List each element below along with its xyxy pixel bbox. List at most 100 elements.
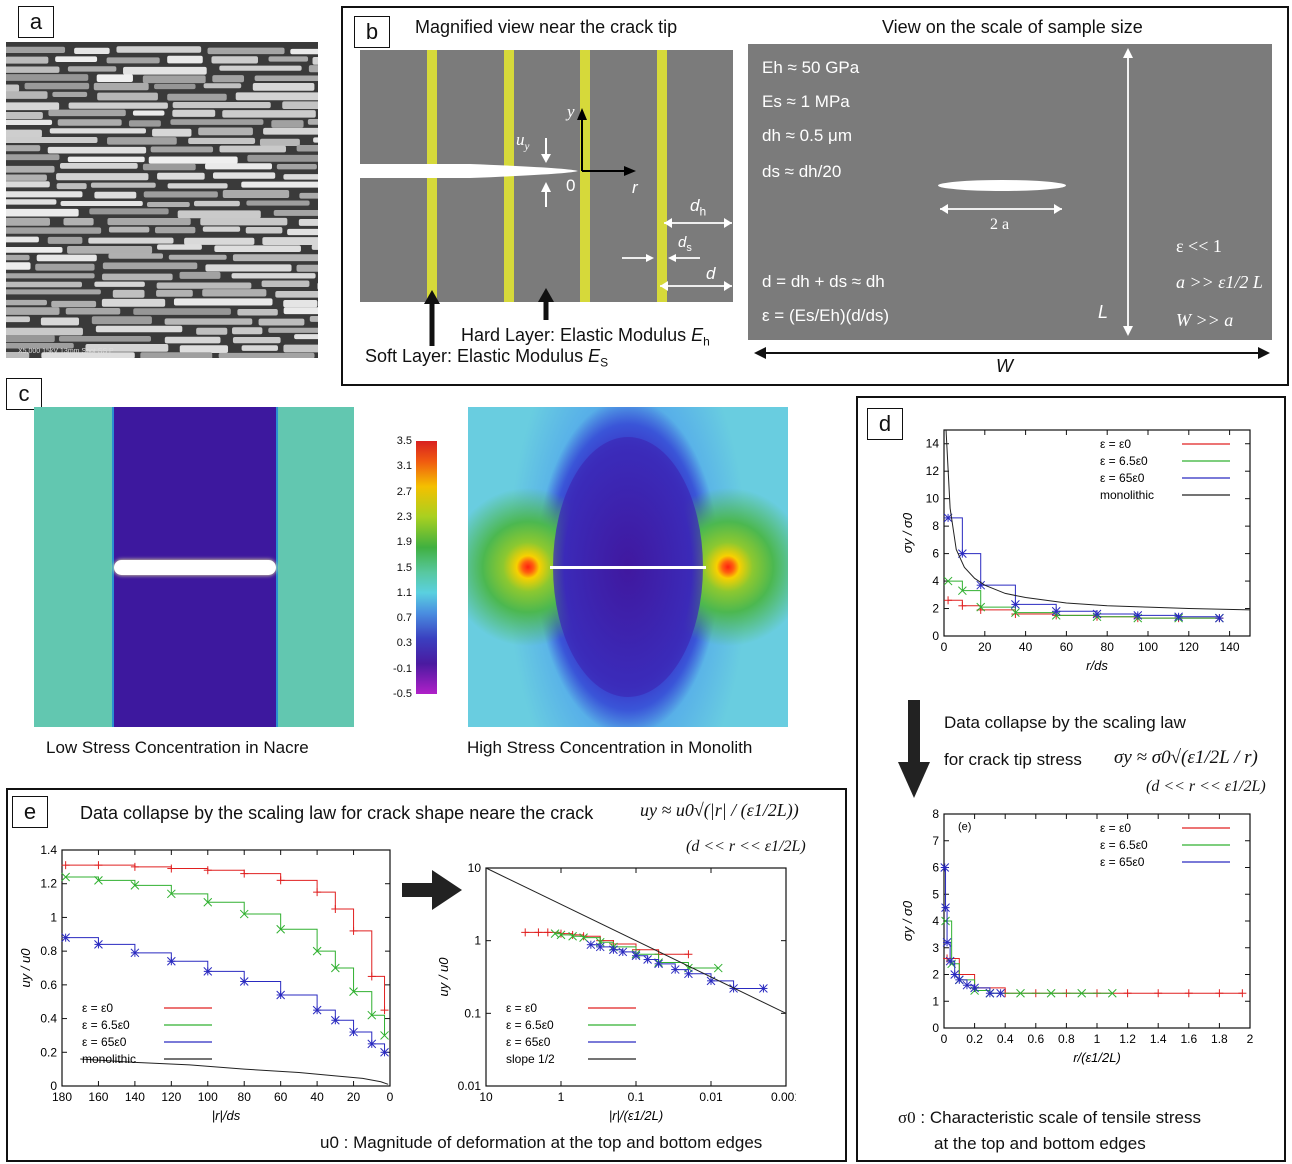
y-axis-label: σy / σ0 (900, 900, 915, 941)
u0-note: u0 : Magnitude of deformation at the top… (320, 1133, 763, 1152)
y-tick-label: 4 (932, 574, 939, 588)
platelet (283, 344, 318, 353)
stress-colorbar (416, 441, 437, 694)
colorbar-tick-label: 1.9 (396, 536, 412, 549)
ds-label: ds (678, 234, 692, 254)
crack-tip-schematic: uy y r 0 dh ds d (360, 50, 733, 302)
platelet (102, 262, 198, 270)
platelet (107, 137, 177, 145)
data-point (595, 942, 605, 952)
data-point (276, 924, 286, 934)
platelet (6, 217, 50, 226)
right-arrow (402, 870, 462, 910)
platelet (40, 317, 80, 326)
series-line (80, 1058, 389, 1085)
platelet (96, 74, 133, 82)
platelet (268, 56, 309, 62)
monolith-stress-map (468, 407, 788, 727)
data-point (1215, 989, 1224, 998)
panel-a-label: a (18, 6, 54, 38)
platelet (49, 128, 146, 134)
platelet (56, 173, 149, 181)
platelet (173, 298, 273, 306)
platelet (85, 344, 169, 352)
series-line (945, 429, 1251, 611)
colorbar-tick-label: 3.5 (396, 435, 412, 447)
data-point (759, 984, 768, 993)
data-point (61, 933, 70, 943)
colorbar-tick-label: 2.3 (396, 510, 412, 523)
data-point (944, 596, 953, 605)
width-arrow (754, 347, 1270, 359)
platelet (101, 298, 166, 307)
platelet (237, 308, 278, 316)
y-tick-label: 2 (932, 968, 939, 982)
y-tick-label: 10 (468, 861, 482, 875)
data-point (521, 928, 530, 937)
data-point (94, 875, 103, 885)
series-line (590, 944, 764, 989)
d-label: d (706, 264, 716, 283)
x-tick-label: 40 (1019, 640, 1033, 654)
legend-label: ε = ε0 (1100, 821, 1131, 835)
platelet (164, 336, 221, 344)
platelet (68, 102, 168, 109)
data-point (556, 930, 566, 940)
y-tick-label: 1 (932, 994, 939, 1008)
platelet (202, 289, 267, 297)
x-tick-label: 2 (1247, 1032, 1254, 1046)
x-tick-label: 10 (479, 1090, 493, 1104)
data-point (331, 905, 340, 913)
colorbar-tick-label: 1.1 (396, 586, 412, 599)
data-point (713, 963, 723, 973)
platelet (6, 246, 63, 253)
data-point (631, 951, 641, 961)
data-point (61, 872, 70, 882)
platelet (294, 334, 318, 340)
x-tick-label: 1 (558, 1090, 565, 1104)
y-tick-label: 0.6 (40, 978, 57, 992)
platelet (6, 327, 83, 336)
data-point (130, 862, 139, 871)
legend-label: ε = ε0 (82, 1001, 113, 1015)
data-point (367, 1010, 377, 1020)
platelet (252, 83, 315, 91)
data-point (609, 945, 618, 955)
platelet (222, 190, 290, 198)
platelet (170, 119, 264, 125)
data-point (618, 947, 628, 957)
series-line (65, 864, 386, 1011)
series-line (947, 957, 1243, 994)
data-point (543, 928, 552, 937)
y-tick-label: 6 (932, 547, 939, 561)
x-axis-label: r/(ε1/2L) (1073, 1050, 1121, 1065)
data-point (958, 586, 967, 596)
platelet (245, 226, 283, 234)
platelet (211, 56, 258, 64)
platelet (232, 327, 263, 335)
platelet (241, 181, 318, 188)
x-tick-label: 20 (978, 640, 992, 654)
data-point (380, 1047, 389, 1057)
platelet (6, 343, 74, 349)
layer-arrows (424, 288, 554, 346)
x-tick-label: 0.4 (997, 1032, 1014, 1046)
y-tick-label: 8 (932, 519, 939, 533)
legend-label: ε = 65ε0 (1100, 855, 1145, 869)
series-line (555, 933, 719, 969)
platelet (74, 47, 110, 55)
panel-d-label: d (867, 408, 903, 440)
sample-schematic: Eh ≈ 50 GPa Es ≈ 1 MPa dh ≈ 0.5 μm ds ≈ … (748, 44, 1272, 340)
x-tick-label: 120 (161, 1090, 181, 1104)
data-point (534, 928, 543, 937)
x-axis-label: |r|/(ε1/2L) (609, 1108, 663, 1123)
data-point (586, 940, 596, 950)
data-point (1051, 611, 1061, 620)
y-axis-label: σy / σ0 (900, 512, 915, 553)
platelet (177, 210, 261, 219)
platelet (283, 174, 318, 180)
data-point (1154, 989, 1163, 998)
x-tick-label: 0.8 (1058, 1032, 1075, 1046)
d-equation: d = dh + ds ≈ dh (762, 272, 885, 291)
legend-label: monolithic (1100, 488, 1154, 502)
